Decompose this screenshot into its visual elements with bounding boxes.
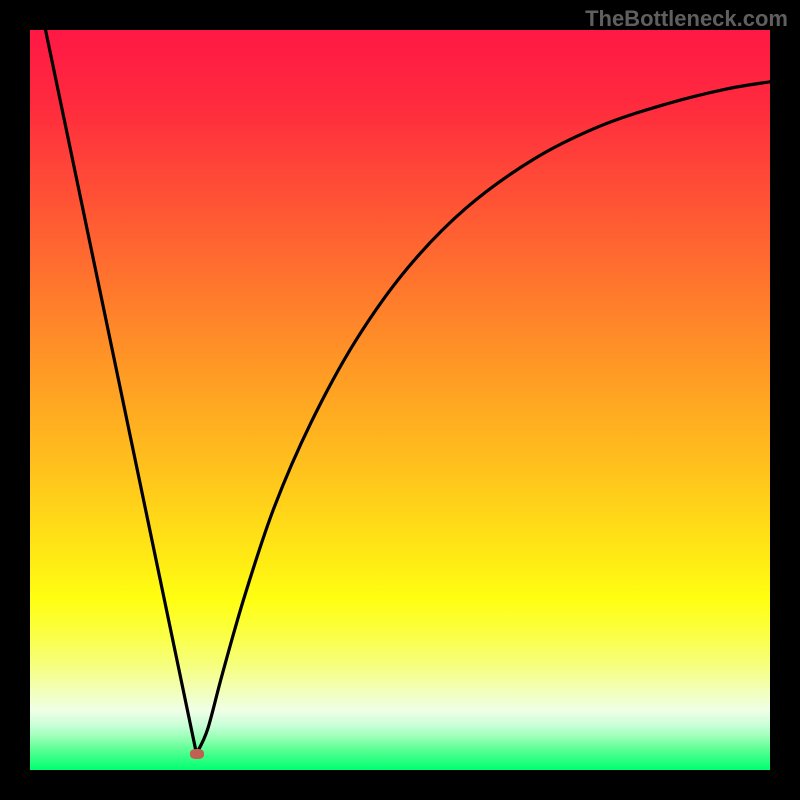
minimum-marker xyxy=(190,749,204,759)
chart-frame: TheBottleneck.com xyxy=(0,0,800,800)
bottleneck-curve xyxy=(30,30,770,770)
plot-area xyxy=(30,30,770,770)
curve-path xyxy=(46,30,770,754)
watermark-text: TheBottleneck.com xyxy=(585,6,788,32)
